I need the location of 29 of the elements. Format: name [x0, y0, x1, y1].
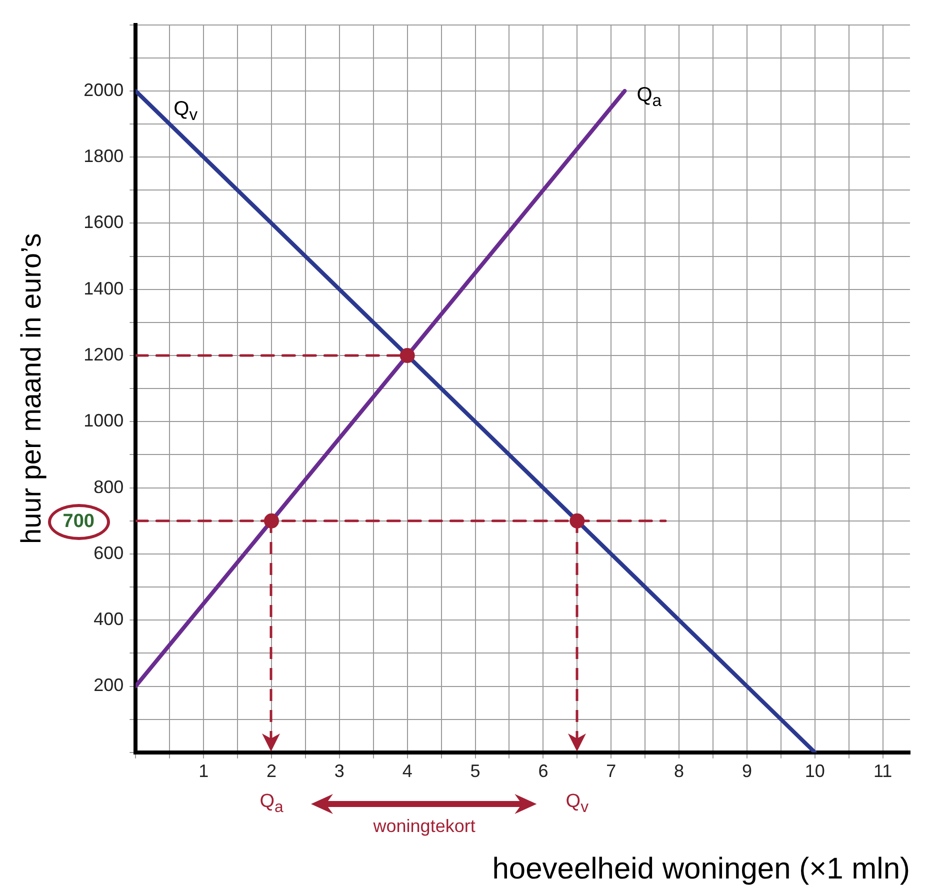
- y-tick-label: 1800: [84, 146, 124, 166]
- text: Q$_{v}$: [564, 791, 590, 816]
- y-tick-label: 400: [94, 609, 124, 630]
- y-tick-label: 1400: [84, 278, 124, 298]
- y-tick-label: 1000: [84, 410, 124, 431]
- x-tick-label: 5: [470, 761, 480, 782]
- y-tick-label: 1200: [84, 344, 124, 364]
- x-tick-label: 7: [606, 761, 616, 782]
- annotation: 700: [48, 504, 110, 540]
- x-tick-label: 10: [804, 761, 825, 782]
- y-tick-label: 1600: [84, 212, 124, 232]
- x-tick-label: 4: [402, 761, 412, 782]
- y-tick-label: 2000: [84, 80, 124, 100]
- y-tick-label: 800: [94, 476, 124, 497]
- text: woningtekort: [372, 816, 476, 838]
- y-tick-label: 600: [94, 542, 124, 563]
- y-tick-label: 200: [94, 675, 124, 696]
- x-tick-label: 1: [198, 761, 209, 782]
- x-tick-label: 9: [742, 761, 752, 782]
- x-tick-label: 11: [873, 761, 892, 782]
- text: Q$_{a}$: [258, 791, 284, 816]
- x-axis-title: hoeveelheid woningen (×1 mln): [492, 852, 910, 886]
- series-label: Q$_{a}$: [636, 84, 662, 110]
- x-tick-label: 8: [674, 761, 684, 782]
- series-label: Q$_{v}$: [174, 98, 198, 124]
- x-tick-label: 3: [334, 761, 344, 782]
- y-axis-title: huur per maand in euro’s: [16, 233, 47, 544]
- x-tick-label: 2: [266, 761, 277, 782]
- x-tick-label: 6: [538, 761, 548, 782]
